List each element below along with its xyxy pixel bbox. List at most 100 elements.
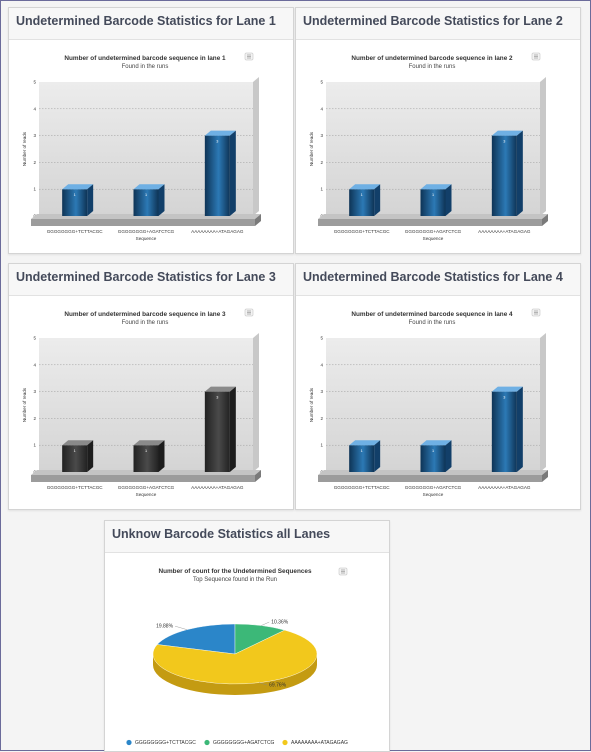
chart-title: Number of count for the Undetermined Seq… <box>158 568 311 575</box>
x-tick-label: GGGGGGGG+TCTTACGC <box>334 229 391 234</box>
menu-icon <box>534 54 538 59</box>
bar-top <box>491 130 523 136</box>
data-label: 3 <box>216 140 218 144</box>
y-tick-label: 1 <box>33 443 36 448</box>
chart-subtitle: Found in the runs <box>122 320 169 326</box>
menu-icon <box>247 310 251 315</box>
data-label: 1 <box>361 193 363 197</box>
bar-side <box>229 386 236 472</box>
y-tick-label: 5 <box>320 336 323 341</box>
y-tick-label: 4 <box>320 362 323 367</box>
bar-side <box>158 184 165 216</box>
plot-side-wall <box>253 77 259 216</box>
bar <box>133 440 165 472</box>
bar-front <box>349 189 375 216</box>
bar <box>62 184 94 216</box>
panel-title: Undetermined Barcode Statistics for Lane… <box>296 8 580 40</box>
bar-front <box>420 189 446 216</box>
bar-top <box>349 184 381 190</box>
y-tick-label: 5 <box>33 336 36 341</box>
all-lanes-panel: Unknow Barcode Statistics all Lanes Numb… <box>104 520 390 752</box>
bar-front <box>133 189 159 216</box>
y-tick-label: 1 <box>320 443 323 448</box>
floor-side <box>542 470 548 482</box>
bar-front <box>204 391 230 472</box>
data-label: 1 <box>361 449 363 453</box>
bar-top <box>62 184 94 190</box>
bar <box>133 184 165 216</box>
pie-value-label: 10.36% <box>271 620 289 626</box>
y-tick-label: 4 <box>33 362 36 367</box>
floor-top <box>318 470 548 475</box>
lane-4-panel: Undetermined Barcode Statistics for Lane… <box>295 263 581 510</box>
legend-marker <box>204 739 210 746</box>
y-axis-label: Number of reads <box>22 387 27 422</box>
bar-top <box>420 440 452 446</box>
x-tick-label: AAAAAAAA+ATAGAGAG <box>478 485 531 490</box>
export-menu-button[interactable] <box>531 308 541 317</box>
y-axis-label: Number of reads <box>22 131 27 166</box>
lane-1-panel: Undetermined Barcode Statistics for Lane… <box>8 7 294 254</box>
data-label: 1 <box>74 193 76 197</box>
bar <box>204 130 236 216</box>
x-tick-label: GGGGGGGG+AGATCTCG <box>405 485 462 490</box>
data-label: 3 <box>216 396 218 400</box>
y-tick-label: 4 <box>320 106 323 111</box>
y-tick-label: 5 <box>33 80 36 85</box>
bar <box>349 184 381 216</box>
bar-front <box>349 445 375 472</box>
bar-top <box>491 386 523 392</box>
y-tick-label: 3 <box>33 133 36 138</box>
legend: GGGGGGGG+TCTTACGC GGGGGGGG+AGATCTCG AAAAAA… <box>126 739 348 746</box>
floor-front <box>318 219 542 226</box>
legend-label: AAAAAAAA+ATAGAGAG <box>291 740 348 746</box>
y-tick-label: 3 <box>320 133 323 138</box>
bar-side <box>158 440 165 472</box>
legend-label: GGGGGGGG+AGATCTCG <box>213 740 275 746</box>
export-menu-button[interactable] <box>531 52 541 61</box>
floor-top <box>31 470 261 475</box>
pie-slice-side <box>153 654 317 695</box>
plot-side-wall <box>540 77 546 216</box>
chart-title: Number of undetermined barcode sequence … <box>351 311 513 318</box>
lane-3-panel: Undetermined Barcode Statistics for Lane… <box>8 263 294 510</box>
bar-front <box>491 135 517 216</box>
floor-side <box>255 470 261 482</box>
chart-subtitle: Found in the runs <box>409 320 456 326</box>
data-label: 1 <box>145 193 147 197</box>
floor-side <box>542 214 548 226</box>
chart-title: Number of undetermined barcode sequence … <box>64 311 226 318</box>
y-tick-label: 1 <box>320 187 323 192</box>
bar-side <box>516 130 523 216</box>
bar-front <box>204 135 230 216</box>
all-lanes-pie-chart: Number of count for the Undetermined Seq… <box>126 567 348 746</box>
x-axis-label: Sequence <box>423 492 444 497</box>
export-menu-button[interactable] <box>244 52 254 61</box>
bar-top <box>349 440 381 446</box>
floor-side <box>255 214 261 226</box>
bar-side <box>374 440 381 472</box>
y-tick-label: 3 <box>33 389 36 394</box>
export-menu-button[interactable] <box>338 567 348 576</box>
legend-marker <box>126 739 132 746</box>
data-label: 1 <box>74 449 76 453</box>
chart-subtitle: Found in the runs <box>122 64 169 70</box>
menu-icon <box>341 569 345 574</box>
floor-front <box>31 219 255 226</box>
export-menu-button[interactable] <box>244 308 254 317</box>
y-tick-label: 5 <box>320 80 323 85</box>
lane-4-bar-chart: Number of undetermined barcode sequence … <box>309 308 548 497</box>
pie-value-label: 19.88% <box>156 624 174 630</box>
panel-title: Undetermined Barcode Statistics for Lane… <box>9 8 293 40</box>
leader-line <box>259 682 268 686</box>
x-tick-label: GGGGGGGG+TCTTACGC <box>334 485 391 490</box>
bar <box>491 130 523 216</box>
bar-top <box>133 184 165 190</box>
x-axis-label: Sequence <box>136 492 157 497</box>
bar <box>62 440 94 472</box>
pie-slice <box>152 629 318 685</box>
bar-front <box>420 445 446 472</box>
legend-label: GGGGGGGG+TCTTACGC <box>135 740 196 746</box>
bar <box>349 440 381 472</box>
y-axis-label: Number of reads <box>309 131 314 166</box>
